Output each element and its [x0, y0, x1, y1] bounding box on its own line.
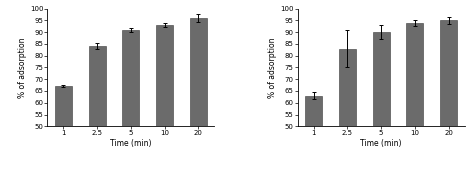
Y-axis label: % of adsorption: % of adsorption [18, 37, 27, 98]
Bar [373, 32, 390, 173]
Bar [305, 96, 322, 173]
Bar [122, 30, 139, 173]
Bar [55, 86, 72, 173]
X-axis label: Time (min): Time (min) [360, 139, 402, 148]
X-axis label: Time (min): Time (min) [110, 139, 152, 148]
Bar [190, 18, 207, 173]
Bar [89, 46, 106, 173]
Y-axis label: % of adsorption: % of adsorption [268, 37, 277, 98]
Bar [339, 49, 356, 173]
Bar [406, 23, 423, 173]
Bar [156, 25, 173, 173]
Bar [440, 20, 457, 173]
